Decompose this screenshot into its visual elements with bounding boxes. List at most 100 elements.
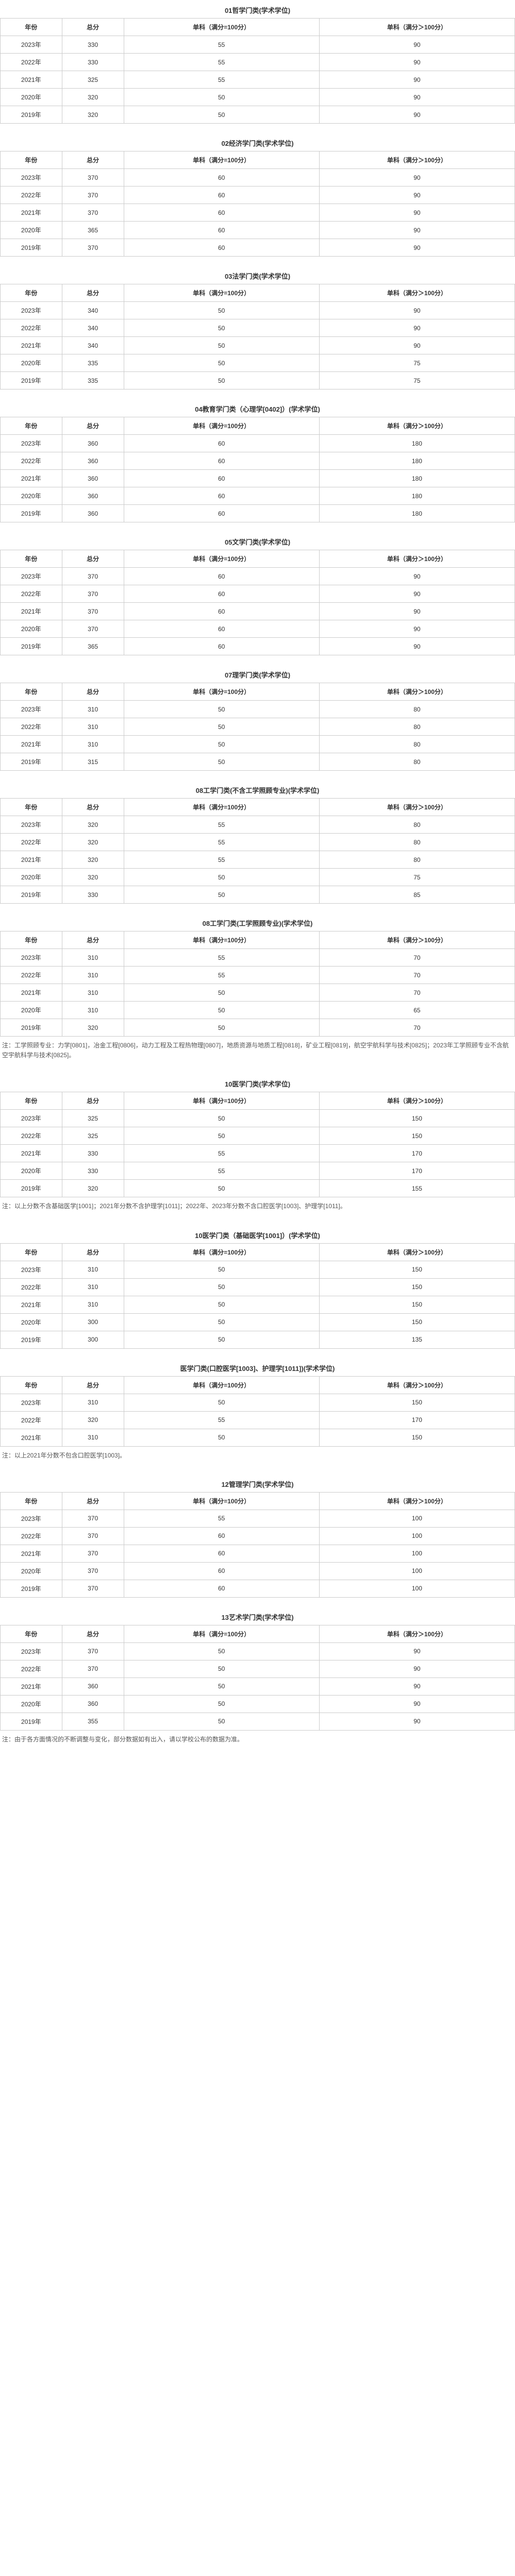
cell: 50	[124, 1642, 319, 1660]
section-title: 03法学门类(学术学位)	[0, 266, 515, 284]
table-row: 2019年3205070	[1, 1019, 515, 1037]
table-row: 2020年37060100	[1, 1562, 515, 1580]
header-year: 年份	[1, 19, 62, 36]
table-row: 2020年3355075	[1, 354, 515, 372]
score-table: 年份总分单科（满分=100分）单科（满分＞100分）2023年310557020…	[0, 931, 515, 1037]
header-year: 年份	[1, 1376, 62, 1394]
cell: 320	[62, 1180, 124, 1197]
cell: 60	[124, 222, 319, 239]
cell: 50	[124, 984, 319, 1002]
cell: 2021年	[1, 1545, 62, 1562]
cell: 55	[124, 1411, 319, 1429]
cell: 70	[319, 984, 514, 1002]
cell: 55	[124, 36, 319, 54]
cell: 80	[319, 834, 514, 851]
cell: 365	[62, 638, 124, 655]
cell: 330	[62, 54, 124, 71]
table-row: 2019年3656090	[1, 638, 515, 655]
cell: 90	[319, 603, 514, 620]
header-total: 总分	[62, 1376, 124, 1394]
table-row: 2020年33055170	[1, 1162, 515, 1180]
cell: 60	[124, 452, 319, 470]
section-note: 注：以上2021年分数不包含口腔医学[1003]。	[0, 1447, 515, 1465]
cell: 50	[124, 372, 319, 389]
table-row: 2023年3105080	[1, 701, 515, 718]
cell: 100	[319, 1545, 514, 1562]
cell: 50	[124, 319, 319, 337]
cell: 370	[62, 239, 124, 257]
cell: 370	[62, 603, 124, 620]
cell: 2019年	[1, 886, 62, 904]
cell: 70	[319, 1019, 514, 1037]
header-year: 年份	[1, 284, 62, 302]
cell: 55	[124, 71, 319, 89]
section-title: 10医学门类（基础医学[1001]）(学术学位)	[0, 1225, 515, 1243]
cell: 300	[62, 1331, 124, 1348]
cell: 2021年	[1, 1429, 62, 1446]
table-row: 2022年32550150	[1, 1127, 515, 1145]
table-row: 2023年3205580	[1, 816, 515, 834]
table-row: 2021年3706090	[1, 603, 515, 620]
cell: 2022年	[1, 1660, 62, 1677]
cell: 2023年	[1, 701, 62, 718]
cell: 2021年	[1, 984, 62, 1002]
table-row: 2019年3555090	[1, 1713, 515, 1730]
table-row: 2020年36060180	[1, 487, 515, 505]
cell: 90	[319, 585, 514, 603]
cell: 2023年	[1, 302, 62, 319]
cell: 50	[124, 1429, 319, 1446]
cell: 50	[124, 302, 319, 319]
header-sub2: 单科（满分＞100分）	[319, 1092, 514, 1110]
cell: 370	[62, 169, 124, 187]
table-row: 2019年3155080	[1, 753, 515, 771]
cell: 60	[124, 1580, 319, 1597]
cell: 90	[319, 36, 514, 54]
cell: 90	[319, 319, 514, 337]
cell: 170	[319, 1162, 514, 1180]
cell: 310	[62, 701, 124, 718]
cell: 2023年	[1, 435, 62, 452]
cell: 2021年	[1, 851, 62, 869]
table-row: 2021年3255590	[1, 71, 515, 89]
cell: 2022年	[1, 54, 62, 71]
cell: 70	[319, 967, 514, 984]
cell: 310	[62, 718, 124, 736]
cell: 150	[319, 1313, 514, 1331]
table-row: 2022年36060180	[1, 452, 515, 470]
cell: 75	[319, 869, 514, 886]
header-sub2: 单科（满分＞100分）	[319, 550, 514, 568]
header-total: 总分	[62, 931, 124, 949]
table-row: 2022年3305590	[1, 54, 515, 71]
cell: 2022年	[1, 718, 62, 736]
score-table: 年份总分单科（满分=100分）单科（满分＞100分）2023年370609020…	[0, 151, 515, 257]
section-title: 08工学门类(不含工学照顾专业)(学术学位)	[0, 780, 515, 798]
cell: 320	[62, 834, 124, 851]
cell: 2023年	[1, 949, 62, 967]
cell: 320	[62, 816, 124, 834]
section-11: 12管理学门类(学术学位)年份总分单科（满分=100分）单科（满分＞100分）2…	[0, 1474, 515, 1598]
cell: 90	[319, 89, 514, 106]
cell: 355	[62, 1713, 124, 1730]
cell: 60	[124, 1527, 319, 1545]
cell: 340	[62, 319, 124, 337]
cell: 90	[319, 302, 514, 319]
table-row: 2022年3105570	[1, 967, 515, 984]
table-row: 2021年31050150	[1, 1429, 515, 1446]
table-row: 2022年37060100	[1, 1527, 515, 1545]
cell: 320	[62, 106, 124, 124]
cell: 50	[124, 1677, 319, 1695]
cell: 60	[124, 620, 319, 638]
header-sub1: 单科（满分=100分）	[124, 1092, 319, 1110]
cell: 90	[319, 1695, 514, 1713]
cell: 80	[319, 718, 514, 736]
header-total: 总分	[62, 417, 124, 435]
cell: 60	[124, 1562, 319, 1580]
cell: 80	[319, 701, 514, 718]
table-row: 2020年3205090	[1, 89, 515, 106]
cell: 50	[124, 1296, 319, 1313]
cell: 90	[319, 239, 514, 257]
cell: 150	[319, 1429, 514, 1446]
cell: 80	[319, 736, 514, 753]
cell: 370	[62, 1527, 124, 1545]
cell: 100	[319, 1580, 514, 1597]
